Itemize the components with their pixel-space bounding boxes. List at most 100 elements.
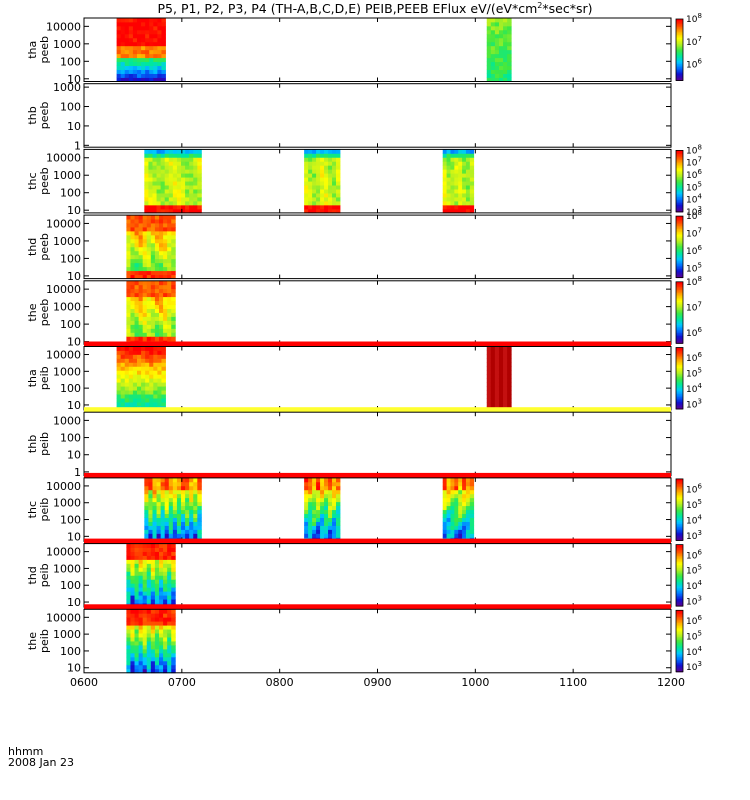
- spectrogram-cell: [167, 262, 172, 268]
- spectrogram-cell: [163, 617, 168, 622]
- spectrogram-cell: [128, 382, 134, 387]
- spectrogram-cell: [134, 274, 140, 279]
- spectrogram-cell: [176, 153, 182, 158]
- spectrogram-cell: [159, 266, 164, 272]
- spectrogram-cell: [490, 65, 496, 70]
- spectrogram-cell: [308, 177, 313, 182]
- spectrogram-cell: [490, 29, 496, 35]
- spectrogram-cell: [160, 181, 166, 186]
- spectrogram-cell: [154, 641, 160, 646]
- colorbar-swatch: [676, 295, 683, 298]
- spectrogram-cell: [130, 583, 135, 588]
- spectrogram-cell: [145, 370, 150, 375]
- colorbar-swatch: [676, 22, 683, 25]
- spectrogram-cell: [304, 204, 309, 210]
- spectrogram-cell: [144, 161, 149, 166]
- spectrogram-cell: [465, 157, 471, 162]
- colorbar-tick-label: 105: [686, 261, 702, 274]
- spectrogram-cell: [328, 204, 333, 210]
- spectrogram-cell: [336, 185, 341, 190]
- spectrogram-cell: [189, 157, 194, 162]
- colorbar-swatch: [676, 556, 683, 559]
- spectrogram-cell: [138, 280, 144, 286]
- spectrogram-cell: [442, 481, 447, 487]
- spectrogram-cell: [507, 350, 512, 355]
- spectrogram-cell: [462, 525, 467, 530]
- spectrogram-cell: [146, 664, 152, 670]
- spectrogram-cell: [185, 165, 190, 170]
- spectrogram-cell: [171, 308, 176, 313]
- spectrogram-cell: [458, 481, 463, 487]
- spectrogram-cell: [163, 613, 168, 618]
- spectrogram-cell: [146, 656, 152, 662]
- spectrogram-cell: [507, 53, 512, 59]
- colorbar-swatch: [676, 576, 683, 579]
- spectrogram-cell: [465, 517, 471, 522]
- colorbar-frame: [675, 544, 684, 607]
- spectrogram-cell: [156, 161, 162, 166]
- spectrogram-cell: [507, 374, 512, 379]
- colorbar-swatch: [676, 525, 683, 528]
- colorbar-swatch: [676, 286, 683, 289]
- spectrogram-cell: [130, 300, 135, 306]
- spectrogram-cell: [159, 292, 164, 298]
- spectrogram-cell: [150, 645, 156, 650]
- spectrogram-cell: [152, 517, 157, 522]
- spectrogram-cell: [193, 481, 198, 487]
- spectrogram-cell: [138, 242, 144, 248]
- spectrogram-cell: [126, 219, 131, 224]
- spectrogram-cell: [498, 350, 504, 355]
- colorbar-swatch: [676, 564, 683, 567]
- spectrogram-cell: [138, 555, 144, 560]
- spectrogram-cell: [126, 238, 131, 244]
- spectrogram-cell: [171, 262, 176, 268]
- spectrogram-cell: [446, 153, 451, 158]
- spectrogram-cell: [134, 595, 140, 600]
- spectrogram-cell: [494, 69, 500, 74]
- spectrogram-cell: [185, 521, 190, 526]
- colorbar-swatch: [676, 390, 683, 393]
- spectrogram-cell: [167, 559, 172, 564]
- spectrogram-cell: [163, 304, 168, 309]
- spectrogram-cell: [316, 517, 321, 522]
- spectrogram-cell: [161, 362, 166, 367]
- spectrogram-cell: [136, 402, 142, 407]
- spectrogram-cell: [159, 320, 164, 325]
- colorbar-swatch: [676, 205, 683, 208]
- spectrogram-cell: [150, 641, 156, 646]
- spectrogram-cell: [458, 193, 463, 198]
- colorbar-swatch: [676, 349, 683, 352]
- colorbar-swatch: [676, 359, 683, 362]
- colorbar-swatch: [676, 581, 683, 584]
- spectrogram-cell: [136, 57, 142, 63]
- spectrogram-cell: [146, 258, 152, 264]
- spectrogram-cell: [152, 200, 157, 206]
- spectrogram-cell: [138, 258, 144, 264]
- colorbar-swatch: [676, 294, 683, 297]
- spectrogram-cell: [120, 382, 126, 387]
- colorbar-swatch: [676, 69, 683, 72]
- spectrogram-cell: [130, 637, 135, 642]
- spectrogram-cell: [144, 477, 149, 483]
- spectrogram-cell: [304, 521, 309, 526]
- spectrogram-cell: [126, 284, 131, 290]
- spectrogram-cell: [320, 181, 325, 186]
- colorbar-swatch: [676, 191, 683, 194]
- spectrogram-cell: [469, 513, 475, 518]
- spectrogram-cell: [150, 664, 156, 670]
- spectrogram-cell: [130, 633, 135, 638]
- colorbar-tick-label: 103: [686, 397, 702, 410]
- spectrogram-cell: [142, 660, 148, 666]
- spectrogram-cell: [490, 25, 496, 31]
- spectrogram-cell: [154, 555, 160, 560]
- spectrogram-cell: [148, 157, 153, 162]
- spectrogram-cell: [163, 250, 168, 256]
- spectrogram-cell: [124, 378, 130, 383]
- spectrogram-cell: [142, 595, 148, 600]
- spectrogram-cell: [312, 501, 317, 507]
- spectrogram-cell: [494, 18, 500, 23]
- spectrogram-cell: [150, 637, 156, 642]
